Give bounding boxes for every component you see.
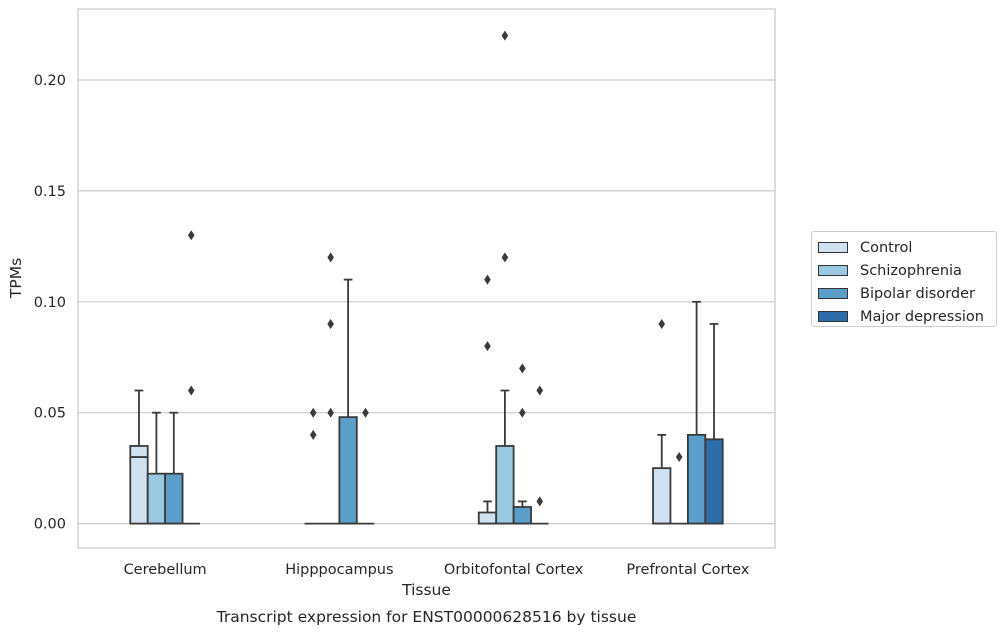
- legend-item-control: Control: [818, 236, 996, 259]
- outlier-point: [187, 385, 195, 396]
- box-major-depression: [531, 385, 549, 525]
- x-tick-label: Prefrontal Cortex: [626, 562, 749, 578]
- box-body: [704, 438, 724, 525]
- chart-title: Transcript expression for ENST0000062851…: [216, 608, 637, 626]
- outlier-point: [501, 30, 509, 41]
- outlier-point: [309, 407, 317, 418]
- x-axis-label: Tissue: [401, 581, 451, 599]
- legend-item-schizophrenia: Schizophrenia: [818, 259, 996, 282]
- box-schizophrenia: [495, 30, 515, 525]
- box-schizophrenia: [321, 252, 340, 525]
- outlier-point: [309, 429, 317, 440]
- box-control: [129, 389, 149, 525]
- box-schizophrenia: [146, 411, 167, 525]
- plot-frame: [77, 8, 776, 549]
- x-tick-label: Orbitofontal Cortex: [444, 562, 584, 578]
- grid-lines: [78, 79, 775, 525]
- outlier-point: [501, 252, 509, 263]
- legend-swatch-bipolar-disorder: [818, 288, 848, 299]
- legend-label-schizophrenia: Schizophrenia: [860, 262, 962, 279]
- box-bipolar-disorder: [164, 411, 184, 525]
- y-tick-label: 0.10: [34, 295, 66, 311]
- box-body: [164, 472, 184, 525]
- box-marks: [129, 30, 724, 525]
- box-control: [652, 318, 672, 525]
- y-tick-label: 0.00: [34, 517, 66, 533]
- outlier-point: [519, 407, 526, 418]
- box-body: [477, 511, 498, 525]
- box-bipolar-disorder: [686, 300, 707, 525]
- box-body: [495, 445, 515, 525]
- outlier-point: [187, 230, 195, 241]
- y-tick-label: 0.20: [34, 73, 66, 89]
- box-body: [652, 467, 672, 525]
- box-bipolar-disorder: [512, 363, 532, 525]
- outlier-point: [484, 341, 491, 352]
- legend-label-control: Control: [860, 239, 913, 256]
- box-body: [146, 472, 167, 525]
- y-axis-label: TPMs: [7, 258, 25, 299]
- box-bipolar-disorder: [338, 278, 358, 525]
- legend-item-major-depression: Major depression: [818, 305, 996, 328]
- outlier-point: [327, 407, 334, 418]
- outlier-point: [536, 496, 544, 507]
- box-body: [338, 416, 358, 525]
- legend-item-bipolar-disorder: Bipolar disorder: [818, 282, 996, 305]
- x-tick-label: Hipppocampus: [285, 562, 393, 578]
- legend-swatch-schizophrenia: [818, 265, 848, 276]
- outlier-point: [675, 452, 683, 463]
- outlier-point: [536, 385, 544, 396]
- legend-swatch-control: [818, 242, 848, 253]
- box-body: [512, 506, 532, 525]
- box-major-depression: [704, 323, 724, 525]
- y-tick-label: 0.15: [34, 184, 66, 200]
- box-major-depression: [182, 230, 200, 525]
- box-schizophrenia: [670, 452, 688, 525]
- box-control: [304, 407, 322, 525]
- x-tick-labels: Cerebellum Hipppocampus Orbitofontal Corte…: [124, 562, 750, 578]
- outlier-point: [327, 318, 334, 329]
- y-tick-label: 0.05: [34, 406, 66, 422]
- x-tick-label: Cerebellum: [124, 562, 207, 578]
- box-major-depression: [356, 407, 375, 525]
- box-body: [686, 433, 707, 525]
- outlier-point: [327, 252, 334, 263]
- outlier-point: [484, 274, 491, 285]
- legend: Control Schizophrenia Bipolar disorder M…: [811, 231, 997, 327]
- outlier-point: [519, 363, 526, 374]
- legend-label-bipolar-disorder: Bipolar disorder: [860, 285, 975, 302]
- legend-label-major-depression: Major depression: [860, 308, 984, 325]
- y-tick-labels: 0.00 0.05 0.10 0.15 0.20: [34, 73, 66, 533]
- legend-swatch-major-depression: [818, 311, 848, 322]
- box-control: [477, 274, 498, 525]
- outlier-point: [658, 318, 666, 329]
- outlier-point: [362, 407, 369, 418]
